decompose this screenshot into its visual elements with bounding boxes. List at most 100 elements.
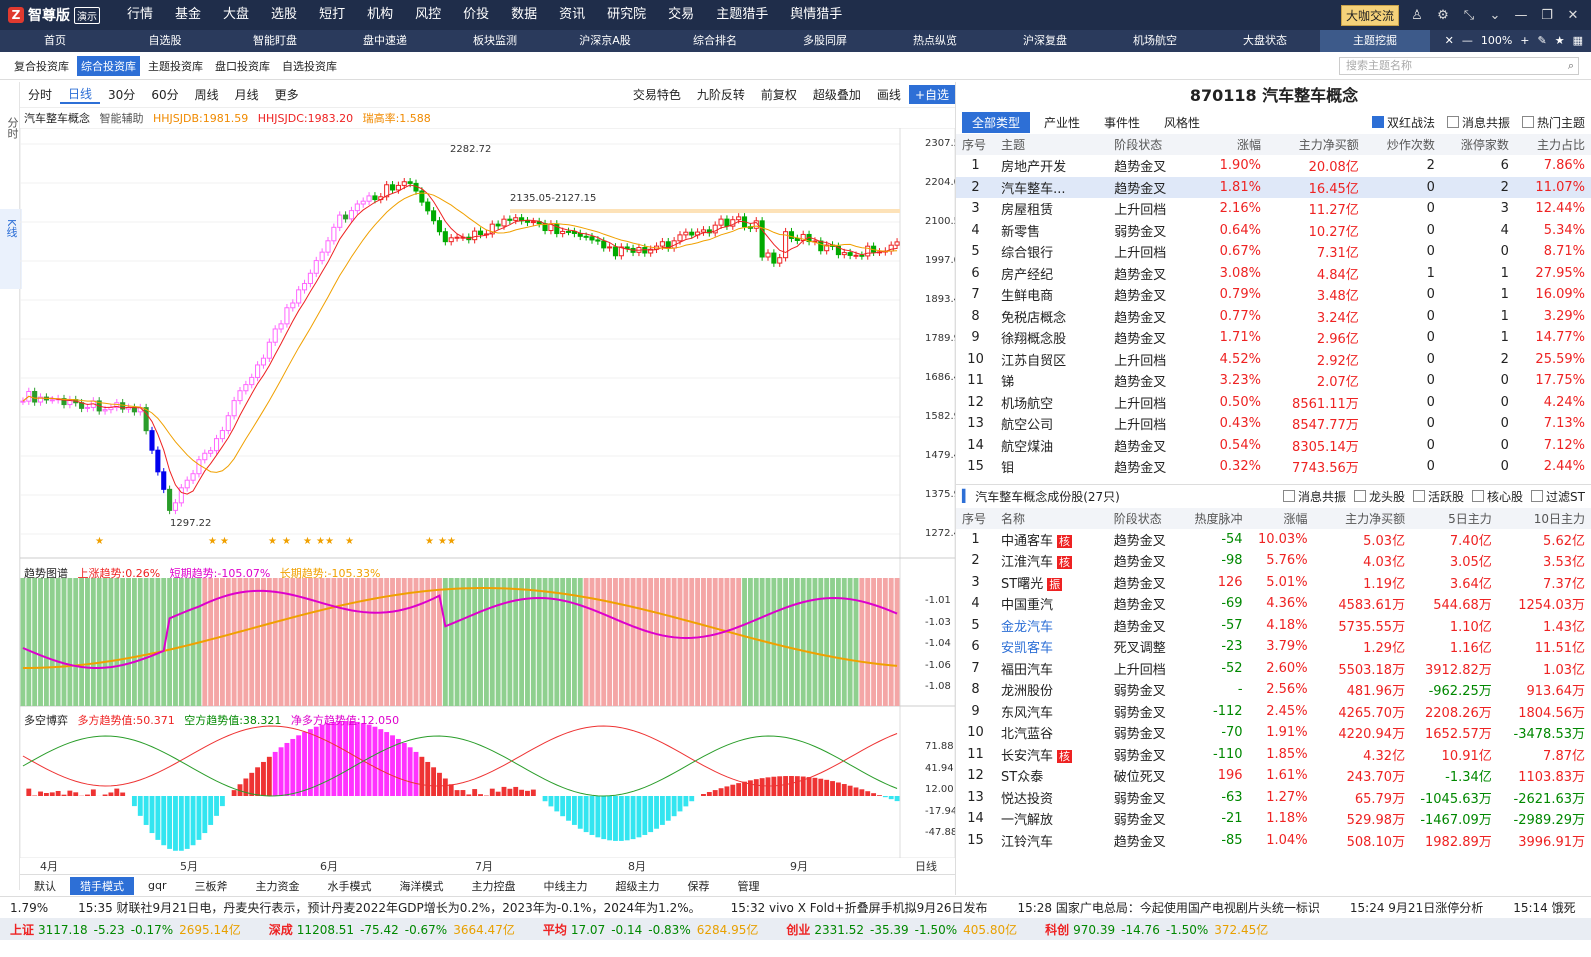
comp-row[interactable]: 12 ST众泰 破位死叉 196 1.61% 243.70万 -1.34亿 1103.83万 — [956, 765, 1591, 787]
star-icon[interactable]: ★ — [1554, 34, 1565, 47]
comp-name[interactable]: 江淮汽车 — [1001, 555, 1054, 571]
index-item[interactable]: 深成 11208.51 -75.42 -0.67% 3664.47亿 — [269, 921, 515, 938]
check-double-red[interactable]: 双红战法 — [1371, 114, 1435, 131]
tab-2[interactable]: 智能盯盘 — [253, 34, 297, 47]
search-input[interactable]: 搜索主题名称 ⌕ — [1339, 56, 1579, 75]
theme-col-5[interactable]: 炒作次数 — [1364, 134, 1441, 155]
theme-col-4[interactable]: 主力净买额 — [1266, 134, 1365, 155]
comp-check-news[interactable]: 消息共振 — [1282, 488, 1346, 505]
indicator-tab-9[interactable]: 超级主力 — [615, 879, 660, 893]
comp-name[interactable]: 金龙汽车 — [1001, 619, 1054, 635]
subtab-3[interactable]: 盘口投资库 — [215, 59, 270, 73]
tool-draw[interactable]: 画线 — [876, 88, 901, 102]
tool-nine-reverse[interactable]: 九阶反转 — [696, 88, 745, 102]
comp-row[interactable]: 11 长安汽车核弱势金叉 -110 1.85% 4.32亿 10.91亿 7.87亿 — [956, 744, 1591, 766]
tab-11[interactable]: 大盘状态 — [1243, 34, 1287, 47]
kline-assist[interactable]: 智能辅助 — [99, 112, 144, 125]
theme-row[interactable]: 1 房地产开发 趋势金叉 1.90% 20.08亿 2 6 7.86% — [956, 155, 1591, 177]
indicator-tab-8[interactable]: 中线主力 — [543, 879, 588, 893]
theme-row[interactable]: 9 徐翔概念股 趋势金叉 1.71% 2.96亿 0 1 14.77% — [956, 327, 1591, 349]
theme-row[interactable]: 14 航空煤油 趋势金叉 0.54% 8305.14万 0 0 7.12% — [956, 435, 1591, 457]
filter-all[interactable]: 全部类型 — [962, 111, 1031, 133]
indicator-tab-10[interactable]: 保荐 — [687, 879, 710, 893]
theme-col-7[interactable]: 主力占比 — [1514, 134, 1591, 155]
search-icon[interactable]: ⌕ — [1567, 58, 1574, 72]
filter-event[interactable]: 事件性 — [1104, 115, 1141, 130]
theme-row[interactable]: 10 江苏自贸区 上升回档 4.52% 2.92亿 0 2 25.59% — [956, 349, 1591, 371]
period-more[interactable]: 更多 — [274, 88, 299, 102]
maximize-icon[interactable]: ❐ — [1541, 7, 1553, 23]
kline-name[interactable]: 汽车整车概念 — [24, 112, 90, 125]
zoom-in-icon[interactable]: + — [1520, 34, 1530, 47]
theme-row[interactable]: 7 生鲜电商 趋势金叉 0.79% 3.48亿 0 1 16.09% — [956, 284, 1591, 306]
comp-col-2[interactable]: 阶段状态 — [1107, 507, 1184, 529]
period-daily[interactable]: 日线 — [60, 85, 101, 104]
comp-row[interactable]: 14 一汽解放 弱势金叉 -21 1.18% 529.98万 -1467.09万 -2989.… — [956, 808, 1591, 830]
ticker-item[interactable]: 15:35 财联社9月21日电，丹麦央行表示，预计丹麦2022年GDP增长为0.… — [78, 901, 701, 915]
menu-item-12[interactable]: 主题猎手 — [716, 7, 769, 22]
comp-check-active[interactable]: 活跃股 — [1413, 488, 1464, 505]
indicator-tab-11[interactable]: 管理 — [737, 879, 760, 893]
comp-name[interactable]: 中国重汽 — [1001, 598, 1054, 614]
ticker-item[interactable]: 15:32 vivo X Fold+折叠屏手机拟9月26日发布 — [730, 901, 988, 915]
theme-col-6[interactable]: 涨停家数 — [1440, 134, 1515, 155]
subtab-2[interactable]: 主题投资库 — [148, 59, 203, 73]
indicator-tab-0[interactable]: 默认 — [34, 879, 56, 893]
tab-7[interactable]: 多股同屏 — [803, 34, 847, 47]
comp-name[interactable]: 中通客车 — [1001, 533, 1054, 549]
ticker-item[interactable]: 1.79% — [10, 900, 49, 915]
comp-name[interactable]: 悦达投资 — [1001, 791, 1054, 807]
menu-item-9[interactable]: 资讯 — [559, 7, 586, 22]
comp-col-4[interactable]: 涨幅 — [1248, 507, 1314, 529]
index-item[interactable]: 平均 17.07 -0.14 -0.83% 6284.95亿 — [543, 921, 759, 938]
check-hot[interactable]: 热门主题 — [1521, 114, 1585, 131]
close-icon[interactable]: ✕ — [1567, 7, 1579, 23]
tab-close-icon[interactable]: ✕ — [1444, 34, 1454, 47]
menu-item-4[interactable]: 短打 — [319, 7, 346, 22]
comp-row[interactable]: 15 江铃汽车 趋势金叉 -85 1.04% 508.10万 1982.89万 3996.91… — [956, 830, 1591, 852]
comp-name[interactable]: 长安汽车 — [1001, 748, 1054, 764]
zoom-out-icon[interactable]: — — [1461, 34, 1473, 47]
comp-name[interactable]: 一汽解放 — [1001, 813, 1054, 829]
menu-item-8[interactable]: 数据 — [511, 7, 538, 22]
menu-item-10[interactable]: 研究院 — [607, 7, 647, 22]
comp-col-7[interactable]: 10日主力 — [1497, 507, 1591, 529]
comp-check-leader[interactable]: 龙头股 — [1354, 488, 1405, 505]
index-item[interactable]: 科创 970.39 -14.76 -1.50% 372.45亿 — [1045, 921, 1268, 938]
comp-row[interactable]: 8 龙洲股份 弱势金叉 - 2.56% 481.96万 -962.25万 913.64万 — [956, 679, 1591, 701]
tab-6[interactable]: 综合排名 — [693, 34, 737, 47]
tool-trade-feature[interactable]: 交易特色 — [632, 88, 681, 102]
period-60m[interactable]: 60分 — [151, 88, 179, 102]
comp-row[interactable]: 2 江淮汽车核趋势金叉 -98 5.76% 4.03亿 3.05亿 3.53亿 — [956, 550, 1591, 572]
comp-name[interactable]: 江铃汽车 — [1001, 834, 1054, 850]
tool-overlay[interactable]: 超级叠加 — [812, 88, 861, 102]
index-item[interactable]: 创业 2331.52 -35.39 -1.50% 405.80亿 — [786, 921, 1017, 938]
menu-item-13[interactable]: 舆情猎手 — [790, 7, 843, 22]
comp-row[interactable]: 13 悦达投资 弱势金叉 -63 1.27% 65.79万 -1045.63万 -2621.6… — [956, 787, 1591, 809]
promo-button[interactable]: 大咖交流 — [1340, 4, 1399, 26]
indicator-tab-5[interactable]: 水手模式 — [327, 879, 372, 893]
grid-icon[interactable]: ▦ — [1572, 34, 1583, 47]
tab-8[interactable]: 热点纵览 — [913, 34, 957, 47]
comp-row[interactable]: 4 中国重汽 趋势金叉 -69 4.36% 4583.61万 544.68万 1254.03万 — [956, 593, 1591, 615]
menu-item-5[interactable]: 机构 — [367, 7, 394, 22]
comp-name[interactable]: 安凯客车 — [1001, 641, 1054, 657]
period-30m[interactable]: 30分 — [108, 88, 136, 102]
comp-col-0[interactable]: 序号 — [956, 507, 995, 529]
add-watchlist-button[interactable]: +自选 — [908, 85, 955, 104]
theme-col-0[interactable]: 序号 — [956, 134, 996, 155]
tab-5[interactable]: 沪深京A股 — [579, 34, 631, 47]
comp-row[interactable]: 9 东风汽车 弱势金叉 -112 2.45% 4265.70万 2208.26万 1804.5… — [956, 701, 1591, 723]
menu-item-0[interactable]: 行情 — [127, 7, 154, 22]
comp-name[interactable]: 福田汽车 — [1001, 662, 1054, 678]
user-icon[interactable]: ♙ — [1411, 7, 1423, 23]
subtab-4[interactable]: 自选投资库 — [282, 59, 337, 73]
menu-item-2[interactable]: 大盘 — [223, 7, 250, 22]
subtab-0[interactable]: 复合投资库 — [14, 59, 69, 73]
indicator-tab-2[interactable]: gqr — [148, 879, 167, 892]
comp-row[interactable]: 6 安凯客车 死叉调整 -23 3.79% 1.29亿 1.16亿 11.51亿 — [956, 636, 1591, 658]
menu-item-3[interactable]: 选股 — [271, 7, 298, 22]
strip-timeshare[interactable]: 分时 — [6, 117, 19, 139]
comp-name[interactable]: 北汽蓝谷 — [1001, 727, 1054, 743]
indicator-tab-6[interactable]: 海洋模式 — [399, 879, 444, 893]
